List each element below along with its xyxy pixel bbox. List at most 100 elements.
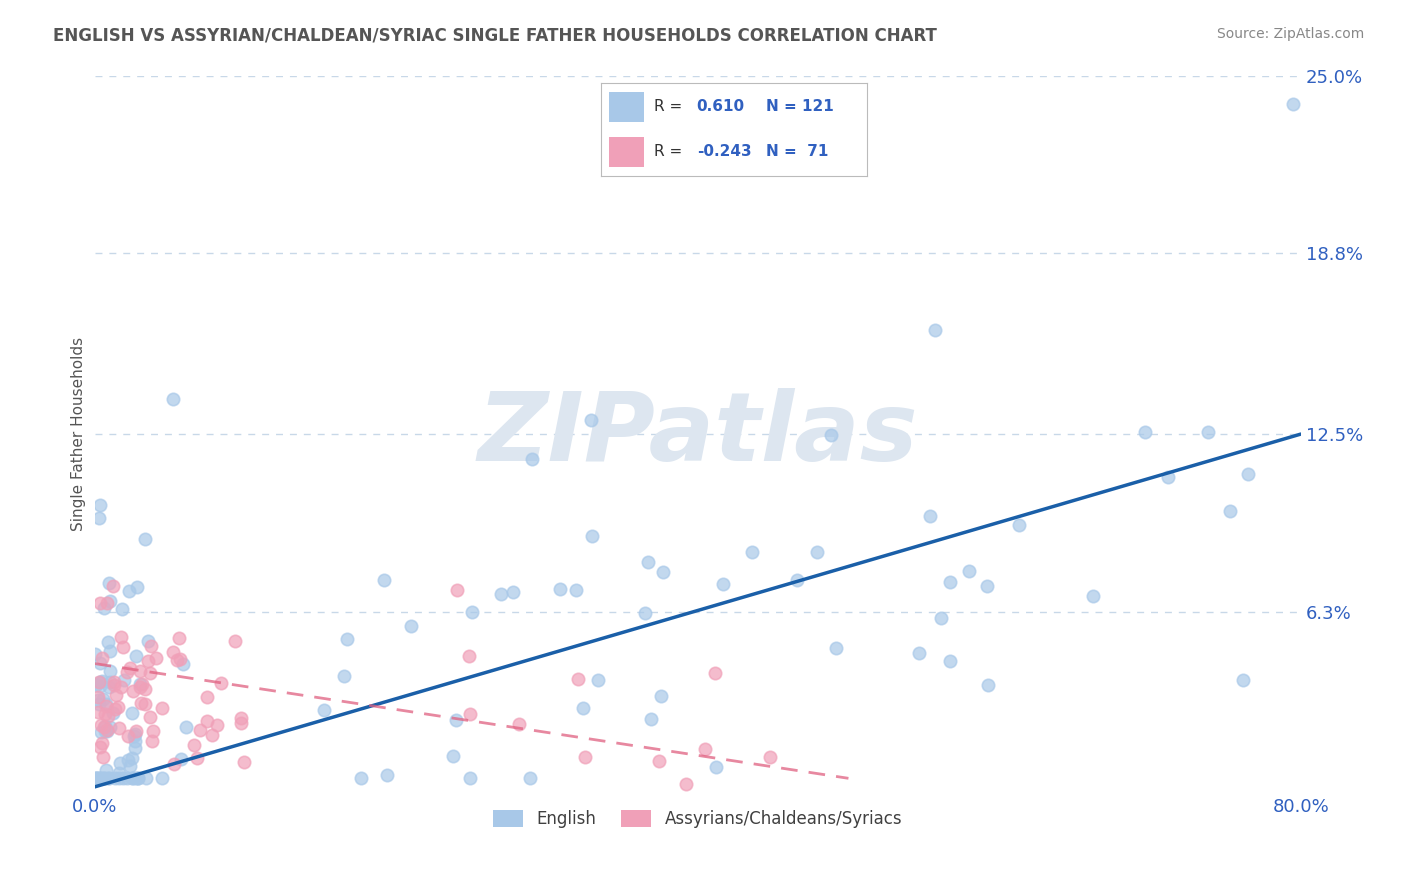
Point (229, 711, 252, 725)
Point (163, 757, 186, 772)
Point (141, 734, 163, 748)
Point (89, 680, 111, 694)
Point (461, 605, 484, 619)
Point (458, 706, 481, 721)
Point (115, 665, 138, 679)
Point (571, 701, 593, 715)
Point (97, 772, 120, 786)
Point (115, 772, 138, 786)
Point (93, 706, 115, 721)
Point (87, 692, 110, 706)
Point (90, 674, 112, 689)
Point (229, 716, 252, 731)
Point (127, 772, 149, 786)
Point (209, 675, 232, 690)
Point (124, 727, 146, 741)
Point (201, 728, 224, 742)
Text: Source: ZipAtlas.com: Source: ZipAtlas.com (1216, 27, 1364, 41)
Point (90, 718, 112, 732)
Point (586, 673, 609, 687)
Point (108, 772, 131, 786)
Point (162, 392, 184, 407)
Point (97, 635, 120, 649)
Point (108, 721, 131, 735)
Point (134, 533, 156, 547)
Point (233, 755, 256, 769)
Point (1133, 425, 1156, 439)
Point (574, 749, 596, 764)
Point (741, 545, 763, 559)
Point (976, 578, 998, 592)
Point (195, 714, 218, 728)
Point (957, 564, 980, 578)
Point (174, 720, 197, 734)
Point (118, 661, 141, 675)
Point (170, 752, 193, 766)
Point (93, 772, 115, 786)
Point (1232, 673, 1254, 687)
Point (108, 766, 131, 780)
Point (103, 706, 125, 721)
Point (89, 675, 111, 690)
Point (89, 772, 111, 786)
Point (786, 573, 808, 587)
Point (84, 677, 107, 691)
Point (713, 577, 735, 591)
Point (131, 696, 153, 710)
Point (704, 760, 727, 774)
Point (122, 684, 145, 698)
Point (314, 702, 336, 716)
Point (332, 669, 354, 683)
Point (124, 734, 146, 748)
Point (89, 511, 111, 525)
Point (117, 753, 139, 767)
Point (169, 651, 191, 665)
Point (121, 772, 143, 786)
Point (90, 772, 112, 786)
Point (135, 772, 157, 786)
Point (98, 594, 121, 608)
Point (167, 632, 190, 646)
Point (98, 644, 121, 658)
Point (224, 634, 246, 648)
Point (89, 657, 111, 671)
Point (1157, 470, 1180, 484)
Point (93, 772, 115, 786)
Text: ENGLISH VS ASSYRIAN/CHALDEAN/SYRIAC SINGLE FATHER HOUSEHOLDS CORRELATION CHART: ENGLISH VS ASSYRIAN/CHALDEAN/SYRIAC SING… (53, 27, 938, 45)
Point (91, 692, 114, 706)
Point (675, 777, 697, 791)
Point (125, 723, 148, 738)
Point (121, 706, 143, 721)
Point (107, 700, 129, 714)
Point (103, 678, 125, 692)
Point (648, 755, 671, 769)
Point (84, 772, 107, 786)
Point (98, 576, 121, 591)
Point (502, 584, 524, 599)
Point (336, 632, 359, 646)
Point (111, 772, 134, 786)
Point (96, 723, 118, 738)
Point (205, 718, 228, 732)
Point (142, 724, 165, 739)
Point (94, 719, 117, 733)
Point (134, 681, 156, 696)
Point (1237, 467, 1260, 481)
Point (820, 428, 842, 442)
Point (139, 640, 162, 654)
Point (508, 717, 530, 731)
Point (98, 720, 121, 734)
Point (375, 768, 398, 782)
Point (458, 772, 481, 786)
Point (94, 698, 117, 713)
Point (125, 648, 148, 663)
Point (97, 708, 120, 723)
Point (89, 740, 111, 755)
Point (84, 772, 107, 786)
Point (83, 647, 105, 661)
Point (1008, 517, 1031, 532)
Point (550, 582, 572, 596)
Point (112, 673, 135, 688)
Point (90, 724, 112, 739)
Point (519, 772, 541, 786)
